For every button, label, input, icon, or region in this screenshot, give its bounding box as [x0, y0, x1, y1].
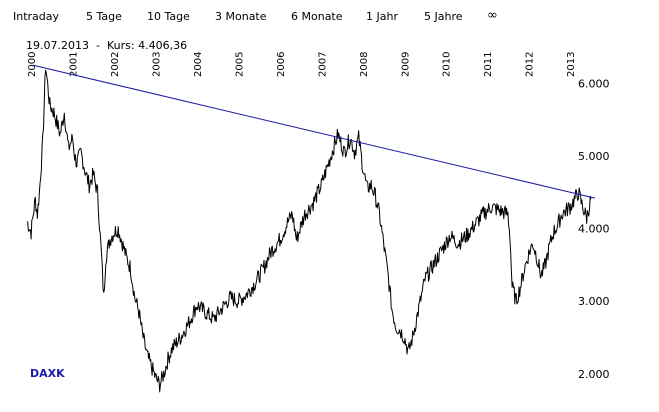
- range-5-years[interactable]: 5 Jahre: [424, 10, 463, 23]
- y-tick-label: 2.000: [578, 368, 610, 381]
- x-tick-label: 2001: [69, 52, 80, 77]
- range-5-days[interactable]: 5 Tage: [86, 10, 122, 23]
- x-tick-label: 2000: [27, 52, 38, 77]
- series-layer: [26, 69, 592, 393]
- range-6-months[interactable]: 6 Monate: [291, 10, 343, 23]
- x-tick-label: 2003: [152, 52, 163, 77]
- range-1-year[interactable]: 1 Jahr: [366, 10, 398, 23]
- x-tick-label: 2004: [193, 52, 204, 77]
- x-tick-label: 2005: [234, 52, 245, 77]
- index-name: DAXK: [30, 367, 65, 380]
- x-tick-label: 2002: [110, 52, 121, 77]
- trendline-layer: [33, 64, 596, 199]
- y-tick-label: 4.000: [578, 223, 610, 236]
- quote-separator: -: [95, 39, 100, 52]
- y-tick-label: 6.000: [578, 77, 610, 90]
- y-tick-label: 3.000: [578, 295, 610, 308]
- y-tick-label: 5.000: [578, 150, 610, 163]
- x-tick-label: 2008: [359, 52, 370, 77]
- range-10-days[interactable]: 10 Tage: [147, 10, 190, 23]
- range-intraday[interactable]: Intraday: [13, 10, 60, 23]
- x-tick-label: 2006: [276, 52, 287, 77]
- x-tick-label: 2010: [442, 52, 453, 77]
- x-tick-label: 2007: [317, 52, 328, 77]
- range-max[interactable]: ∞: [487, 8, 498, 23]
- trendline: [33, 64, 596, 199]
- x-axis-ticks: 2000 2001 2002 2003 2004 2005 2006 2007 2008 2009…: [27, 52, 577, 77]
- range-3-months[interactable]: 3 Monate: [215, 10, 267, 23]
- x-tick-label: 2012: [525, 52, 536, 77]
- quote-value: 4.406,36: [138, 39, 188, 52]
- y-axis-ticks: 2.000 3.000 4.000 5.000 6.000: [578, 77, 610, 380]
- quote-date: 19.07.2013: [26, 39, 89, 52]
- x-tick-label: 2011: [483, 52, 494, 77]
- quote-label: Kurs:: [106, 39, 135, 52]
- quote-line: 19.07.2013 - Kurs: 4.406,36: [26, 39, 187, 52]
- series-line-daxk: [26, 69, 592, 393]
- x-tick-label: 2009: [400, 52, 411, 77]
- x-tick-label: 2013: [566, 52, 577, 77]
